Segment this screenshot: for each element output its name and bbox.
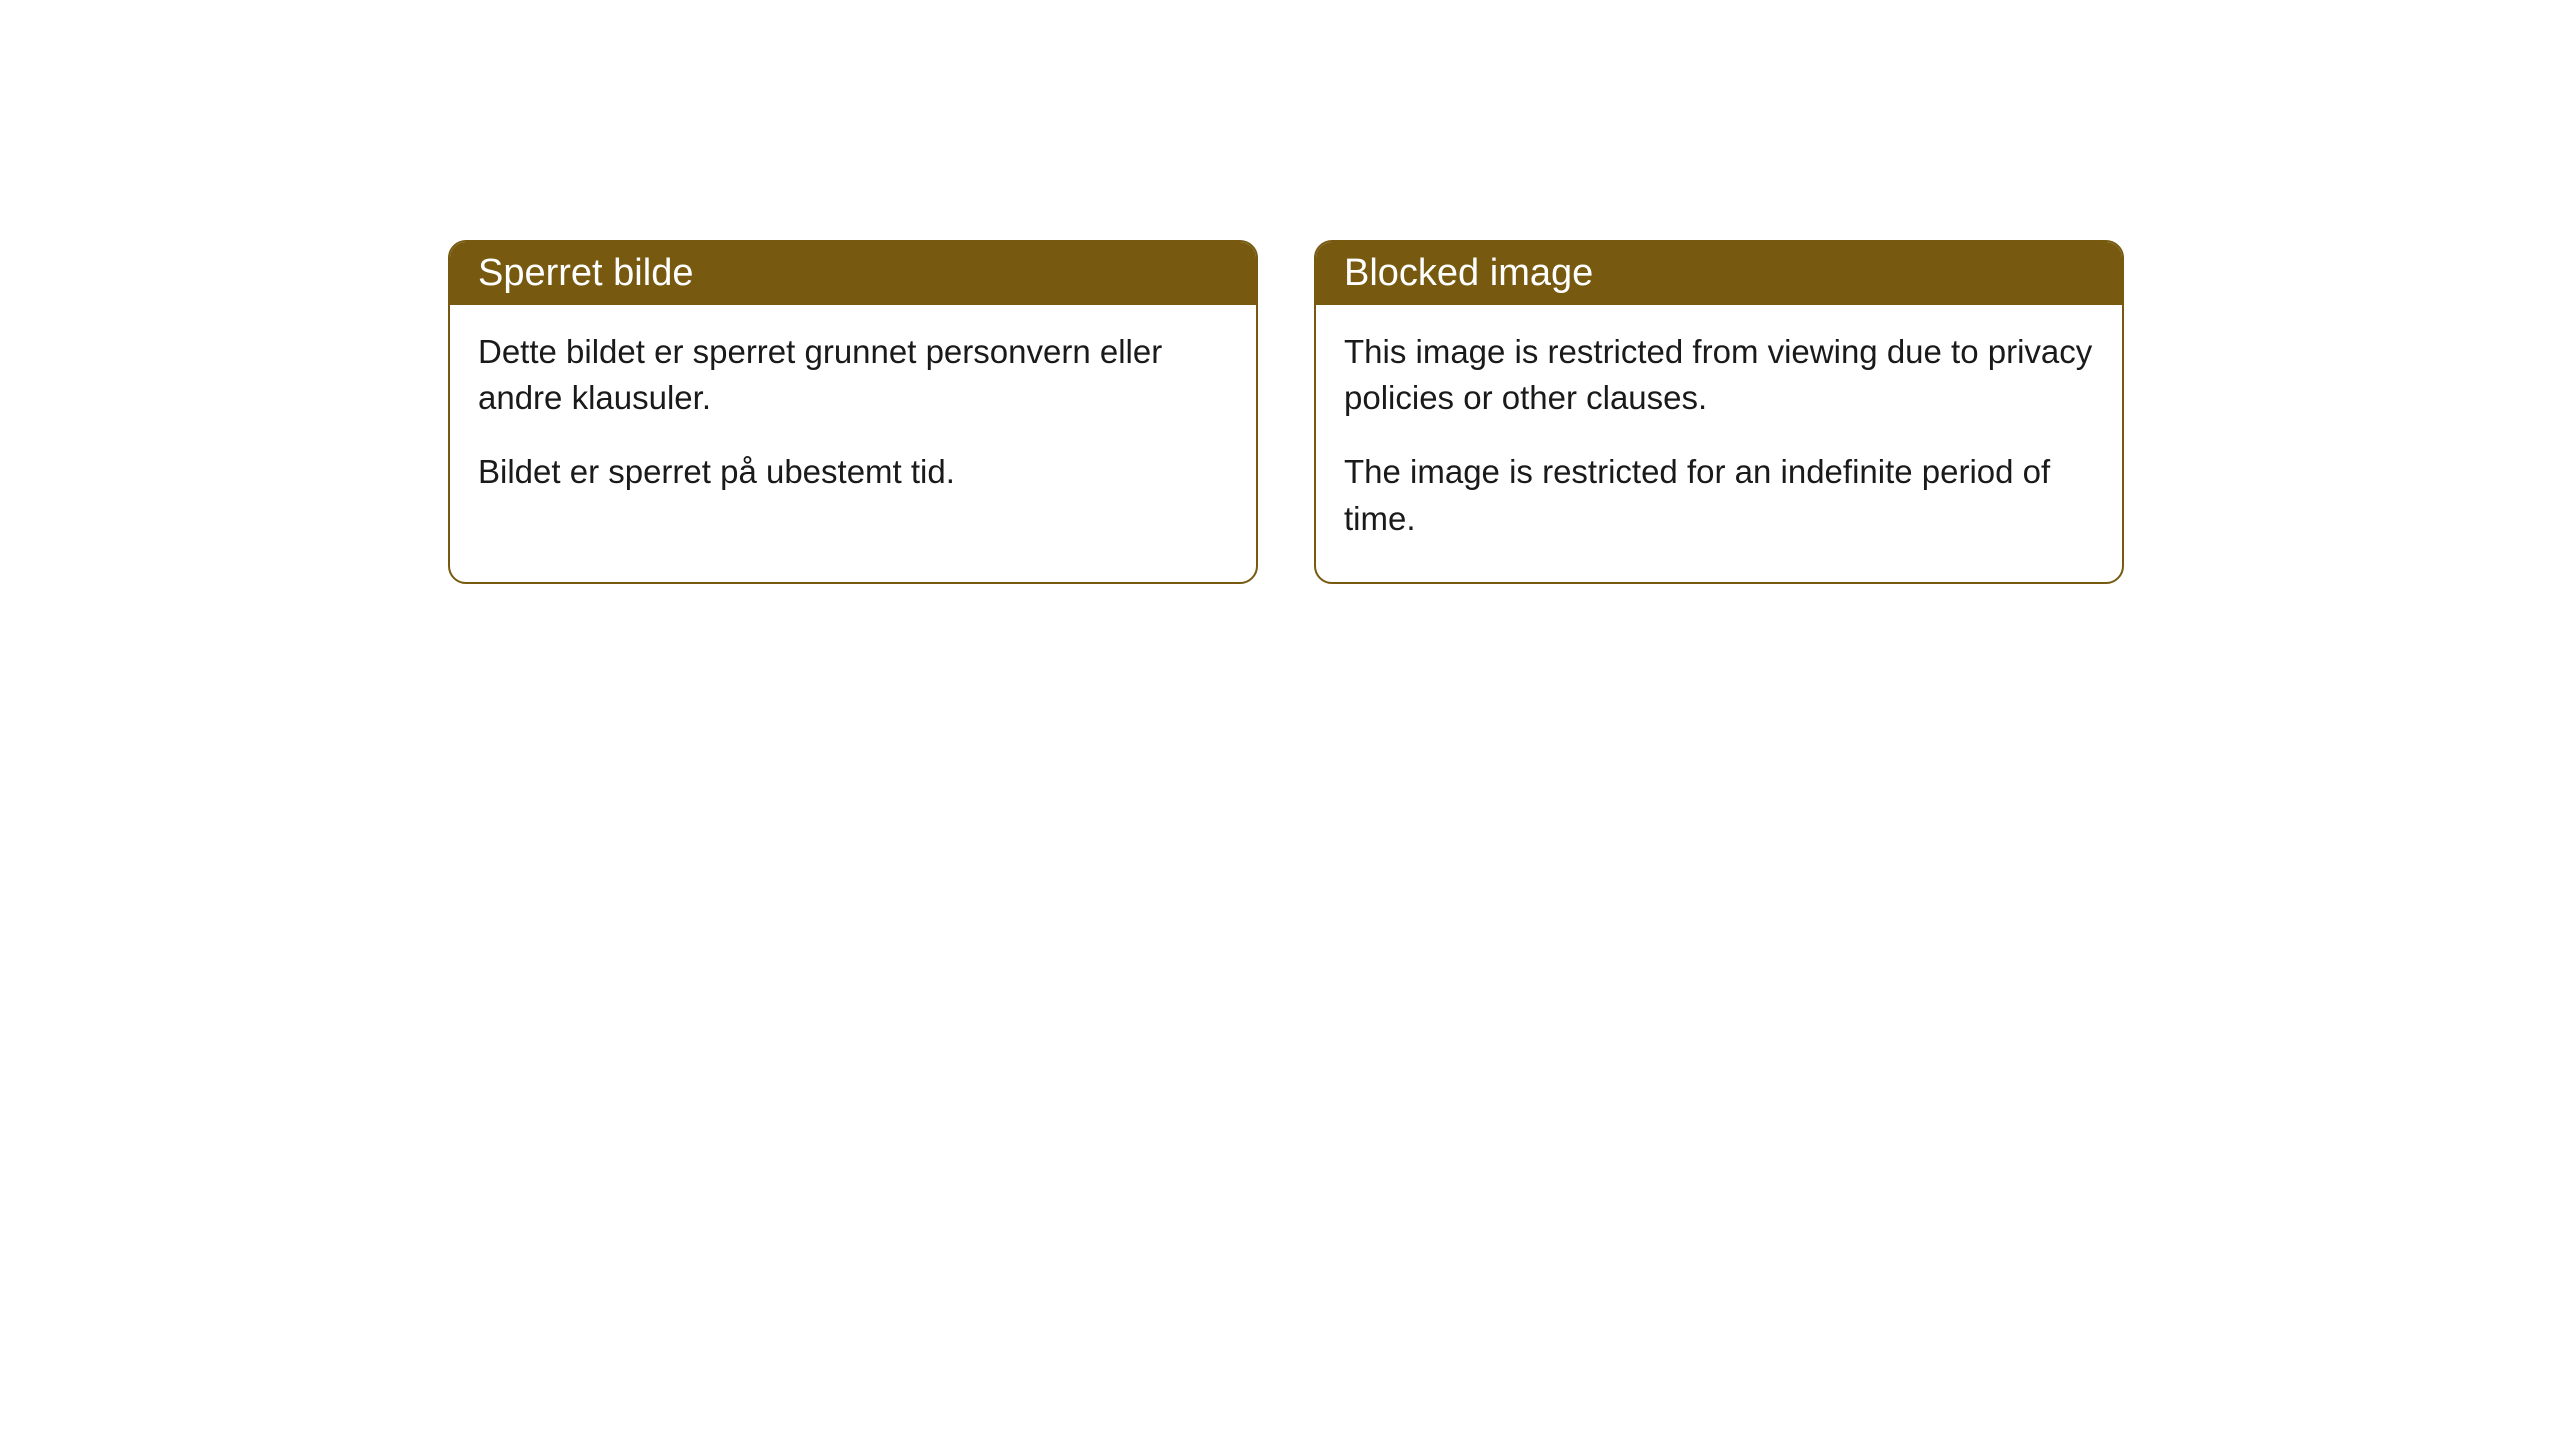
- notice-body-norwegian: Dette bildet er sperret grunnet personve…: [450, 305, 1256, 536]
- notice-card-norwegian: Sperret bilde Dette bildet er sperret gr…: [448, 240, 1258, 584]
- notice-card-english: Blocked image This image is restricted f…: [1314, 240, 2124, 584]
- notice-paragraph-1-norwegian: Dette bildet er sperret grunnet personve…: [478, 329, 1228, 421]
- notice-body-english: This image is restricted from viewing du…: [1316, 305, 2122, 582]
- notice-header-norwegian: Sperret bilde: [450, 242, 1256, 305]
- notice-paragraph-2-english: The image is restricted for an indefinit…: [1344, 449, 2094, 541]
- notice-paragraph-1-english: This image is restricted from viewing du…: [1344, 329, 2094, 421]
- notice-container: Sperret bilde Dette bildet er sperret gr…: [0, 0, 2560, 584]
- notice-header-english: Blocked image: [1316, 242, 2122, 305]
- notice-paragraph-2-norwegian: Bildet er sperret på ubestemt tid.: [478, 449, 1228, 495]
